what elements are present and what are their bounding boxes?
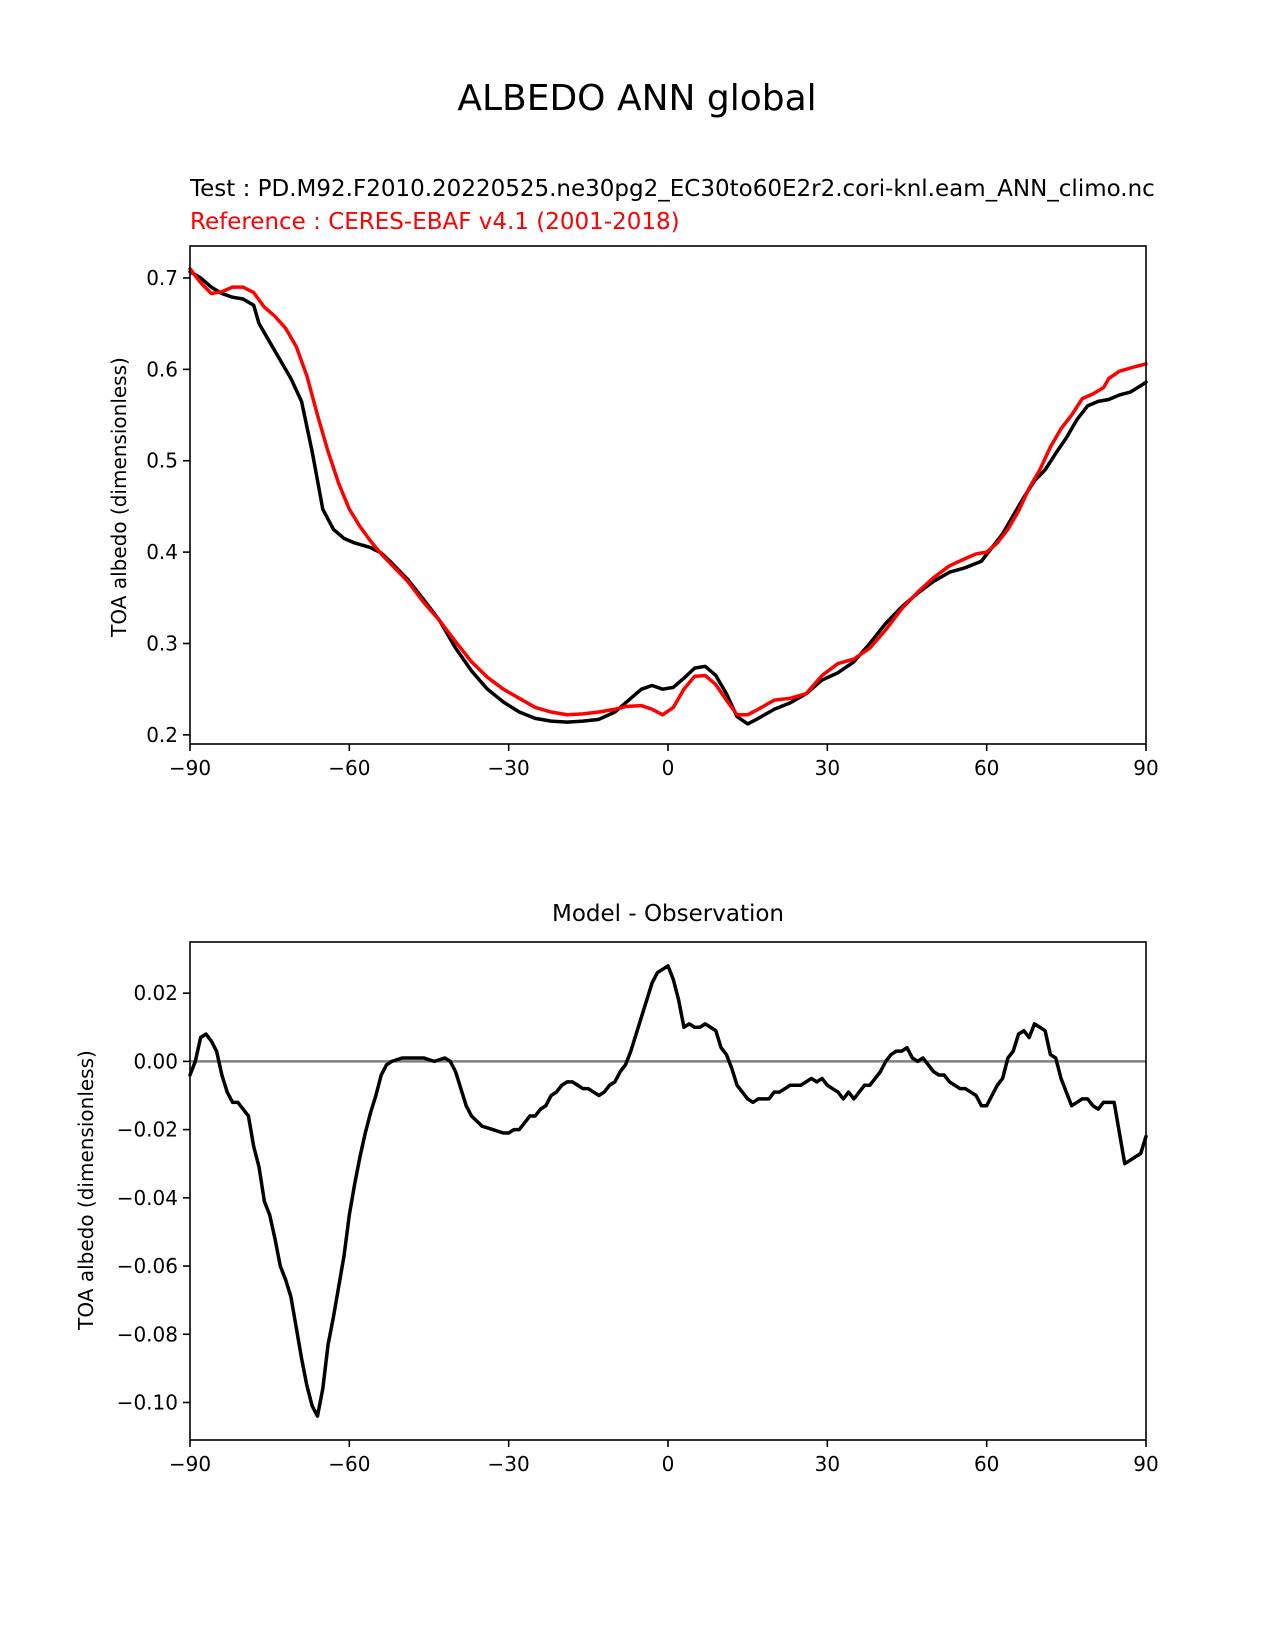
y-tick-label: 0.7 <box>146 266 178 290</box>
x-tick-label: −30 <box>488 756 530 780</box>
y-tick-label: 0.3 <box>146 631 178 655</box>
x-tick-label: −60 <box>328 1452 370 1476</box>
x-tick-label: 90 <box>1133 1452 1158 1476</box>
x-tick-label: 90 <box>1133 756 1158 780</box>
y-tick-label: −0.06 <box>117 1254 178 1278</box>
y-tick-label: −0.04 <box>117 1186 178 1210</box>
x-tick-label: −90 <box>169 756 211 780</box>
x-tick-label: 60 <box>974 1452 999 1476</box>
y-tick-label: 0.2 <box>146 723 178 747</box>
y-tick-label: 0.00 <box>133 1049 178 1073</box>
y-tick-label: 0.4 <box>146 540 178 564</box>
bottom-panel: Model - Observation TOA albedo (dimensio… <box>74 901 1159 1476</box>
y-tick-label: −0.10 <box>117 1390 178 1414</box>
test-label: Test : PD.M92.F2010.20220525.ne30pg2_EC3… <box>189 176 1155 202</box>
y-tick-label: 0.6 <box>146 357 178 381</box>
x-tick-label: −30 <box>488 1452 530 1476</box>
test-series-line <box>188 269 1148 726</box>
figure-title: ALBEDO ANN global <box>457 78 816 119</box>
x-tick-label: −90 <box>169 1452 211 1476</box>
y-tick-label: −0.08 <box>117 1322 178 1346</box>
bottom-y-axis-label: TOA albedo (dimensionless) <box>74 1050 98 1331</box>
y-tick-label: 0.5 <box>146 449 178 473</box>
x-tick-label: 0 <box>662 1452 675 1476</box>
x-tick-label: −60 <box>328 756 370 780</box>
y-tick-label: 0.02 <box>133 981 178 1005</box>
plot-frame <box>189 245 1147 745</box>
top-panel: Test : PD.M92.F2010.20220525.ne30pg2_EC3… <box>107 176 1159 780</box>
difference-title: Model - Observation <box>552 901 784 927</box>
x-tick-label: 30 <box>815 756 840 780</box>
y-tick-label: −0.02 <box>117 1118 178 1142</box>
x-tick-label: 0 <box>662 756 675 780</box>
x-tick-label: 30 <box>815 1452 840 1476</box>
difference-series-line <box>188 964 1148 1418</box>
reference-label: Reference : CERES-EBAF v4.1 (2001-2018) <box>190 209 680 235</box>
x-tick-label: 60 <box>974 756 999 780</box>
top-y-axis-label: TOA albedo (dimensionless) <box>107 357 131 638</box>
plot-frame <box>189 941 1147 1441</box>
reference-series-line <box>188 267 1148 717</box>
